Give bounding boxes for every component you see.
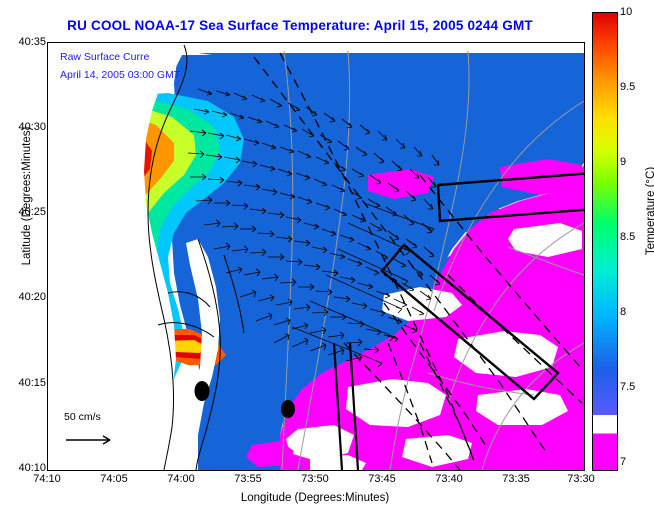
land-mass-nj <box>48 43 188 470</box>
colorbar-tick: 7 <box>620 456 627 468</box>
x-tick-label: 73:55 <box>234 473 262 485</box>
sst-whitepatch-3 <box>286 425 354 461</box>
colorbar-tick: 9.5 <box>620 81 636 93</box>
y-tick-label: 40:20 <box>18 291 46 303</box>
colorbar-tick: 8.5 <box>620 231 636 243</box>
chart-title: RU COOL NOAA-17 Sea Surface Temperature:… <box>67 18 533 33</box>
x-tick-label: 73:50 <box>301 473 329 485</box>
colorbar-tick: 10 <box>620 6 633 18</box>
x-tick-label: 74:05 <box>100 473 128 485</box>
sst-whitepatch-1 <box>346 379 446 427</box>
sst-map <box>48 43 584 470</box>
y-axis-label: Latitude (Degrees:Minutes) <box>21 126 33 266</box>
y-tick-label: 40:10 <box>18 462 46 474</box>
sst-whitepatch-8 <box>402 435 472 467</box>
colorbar-label: Temperature (°C) <box>645 166 654 256</box>
y-tick-label: 40:35 <box>18 36 46 48</box>
sst-whitepatch-7 <box>310 455 366 470</box>
y-tick-label: 40:15 <box>18 377 46 389</box>
sst-region-blue-core <box>172 55 584 470</box>
x-tick-label: 73:40 <box>435 473 463 485</box>
current-vector-field <box>187 88 441 368</box>
y-tick-label: 40:25 <box>18 206 46 218</box>
map-plot-area: Raw Surface Curre April 14, 2005 03:00 G… <box>47 42 585 471</box>
bathymetry-contours <box>281 50 584 470</box>
sst-whitepatch-2 <box>454 331 558 377</box>
annotation-line-2: April 14, 2005 03:00 GMT <box>60 69 181 81</box>
station-marker <box>194 381 210 401</box>
dashed-transect-lines <box>253 52 583 470</box>
x-axis-label: Longitude (Degrees:Minutes) <box>240 492 390 504</box>
x-tick-label: 73:45 <box>368 473 396 485</box>
scale-arrow-label: 50 cm/s <box>64 411 101 423</box>
radar-footprint-boxes <box>380 172 584 401</box>
scale-arrow-icon <box>66 435 111 445</box>
colorbar-tick: 7.5 <box>620 381 636 393</box>
x-tick-label: 73:35 <box>502 473 530 485</box>
coastline-black <box>147 44 245 470</box>
y-tick-label: 40:30 <box>18 121 46 133</box>
annotation-line-1: Raw Surface Curre <box>60 51 150 63</box>
station-marker <box>281 400 295 418</box>
sst-whitepatch-4 <box>476 389 568 425</box>
land-barrier-island <box>182 239 220 470</box>
vertical-track-lines <box>332 342 360 470</box>
x-tick-label: 73:30 <box>567 473 595 485</box>
x-tick-label: 74:10 <box>33 473 61 485</box>
sst-whitepatch-6 <box>508 223 582 257</box>
colorbar <box>592 12 618 471</box>
land-long-island <box>174 43 584 51</box>
colorbar-tick: 8 <box>620 306 627 318</box>
colorbar-tick: 9 <box>620 156 627 168</box>
x-tick-label: 74:00 <box>167 473 195 485</box>
